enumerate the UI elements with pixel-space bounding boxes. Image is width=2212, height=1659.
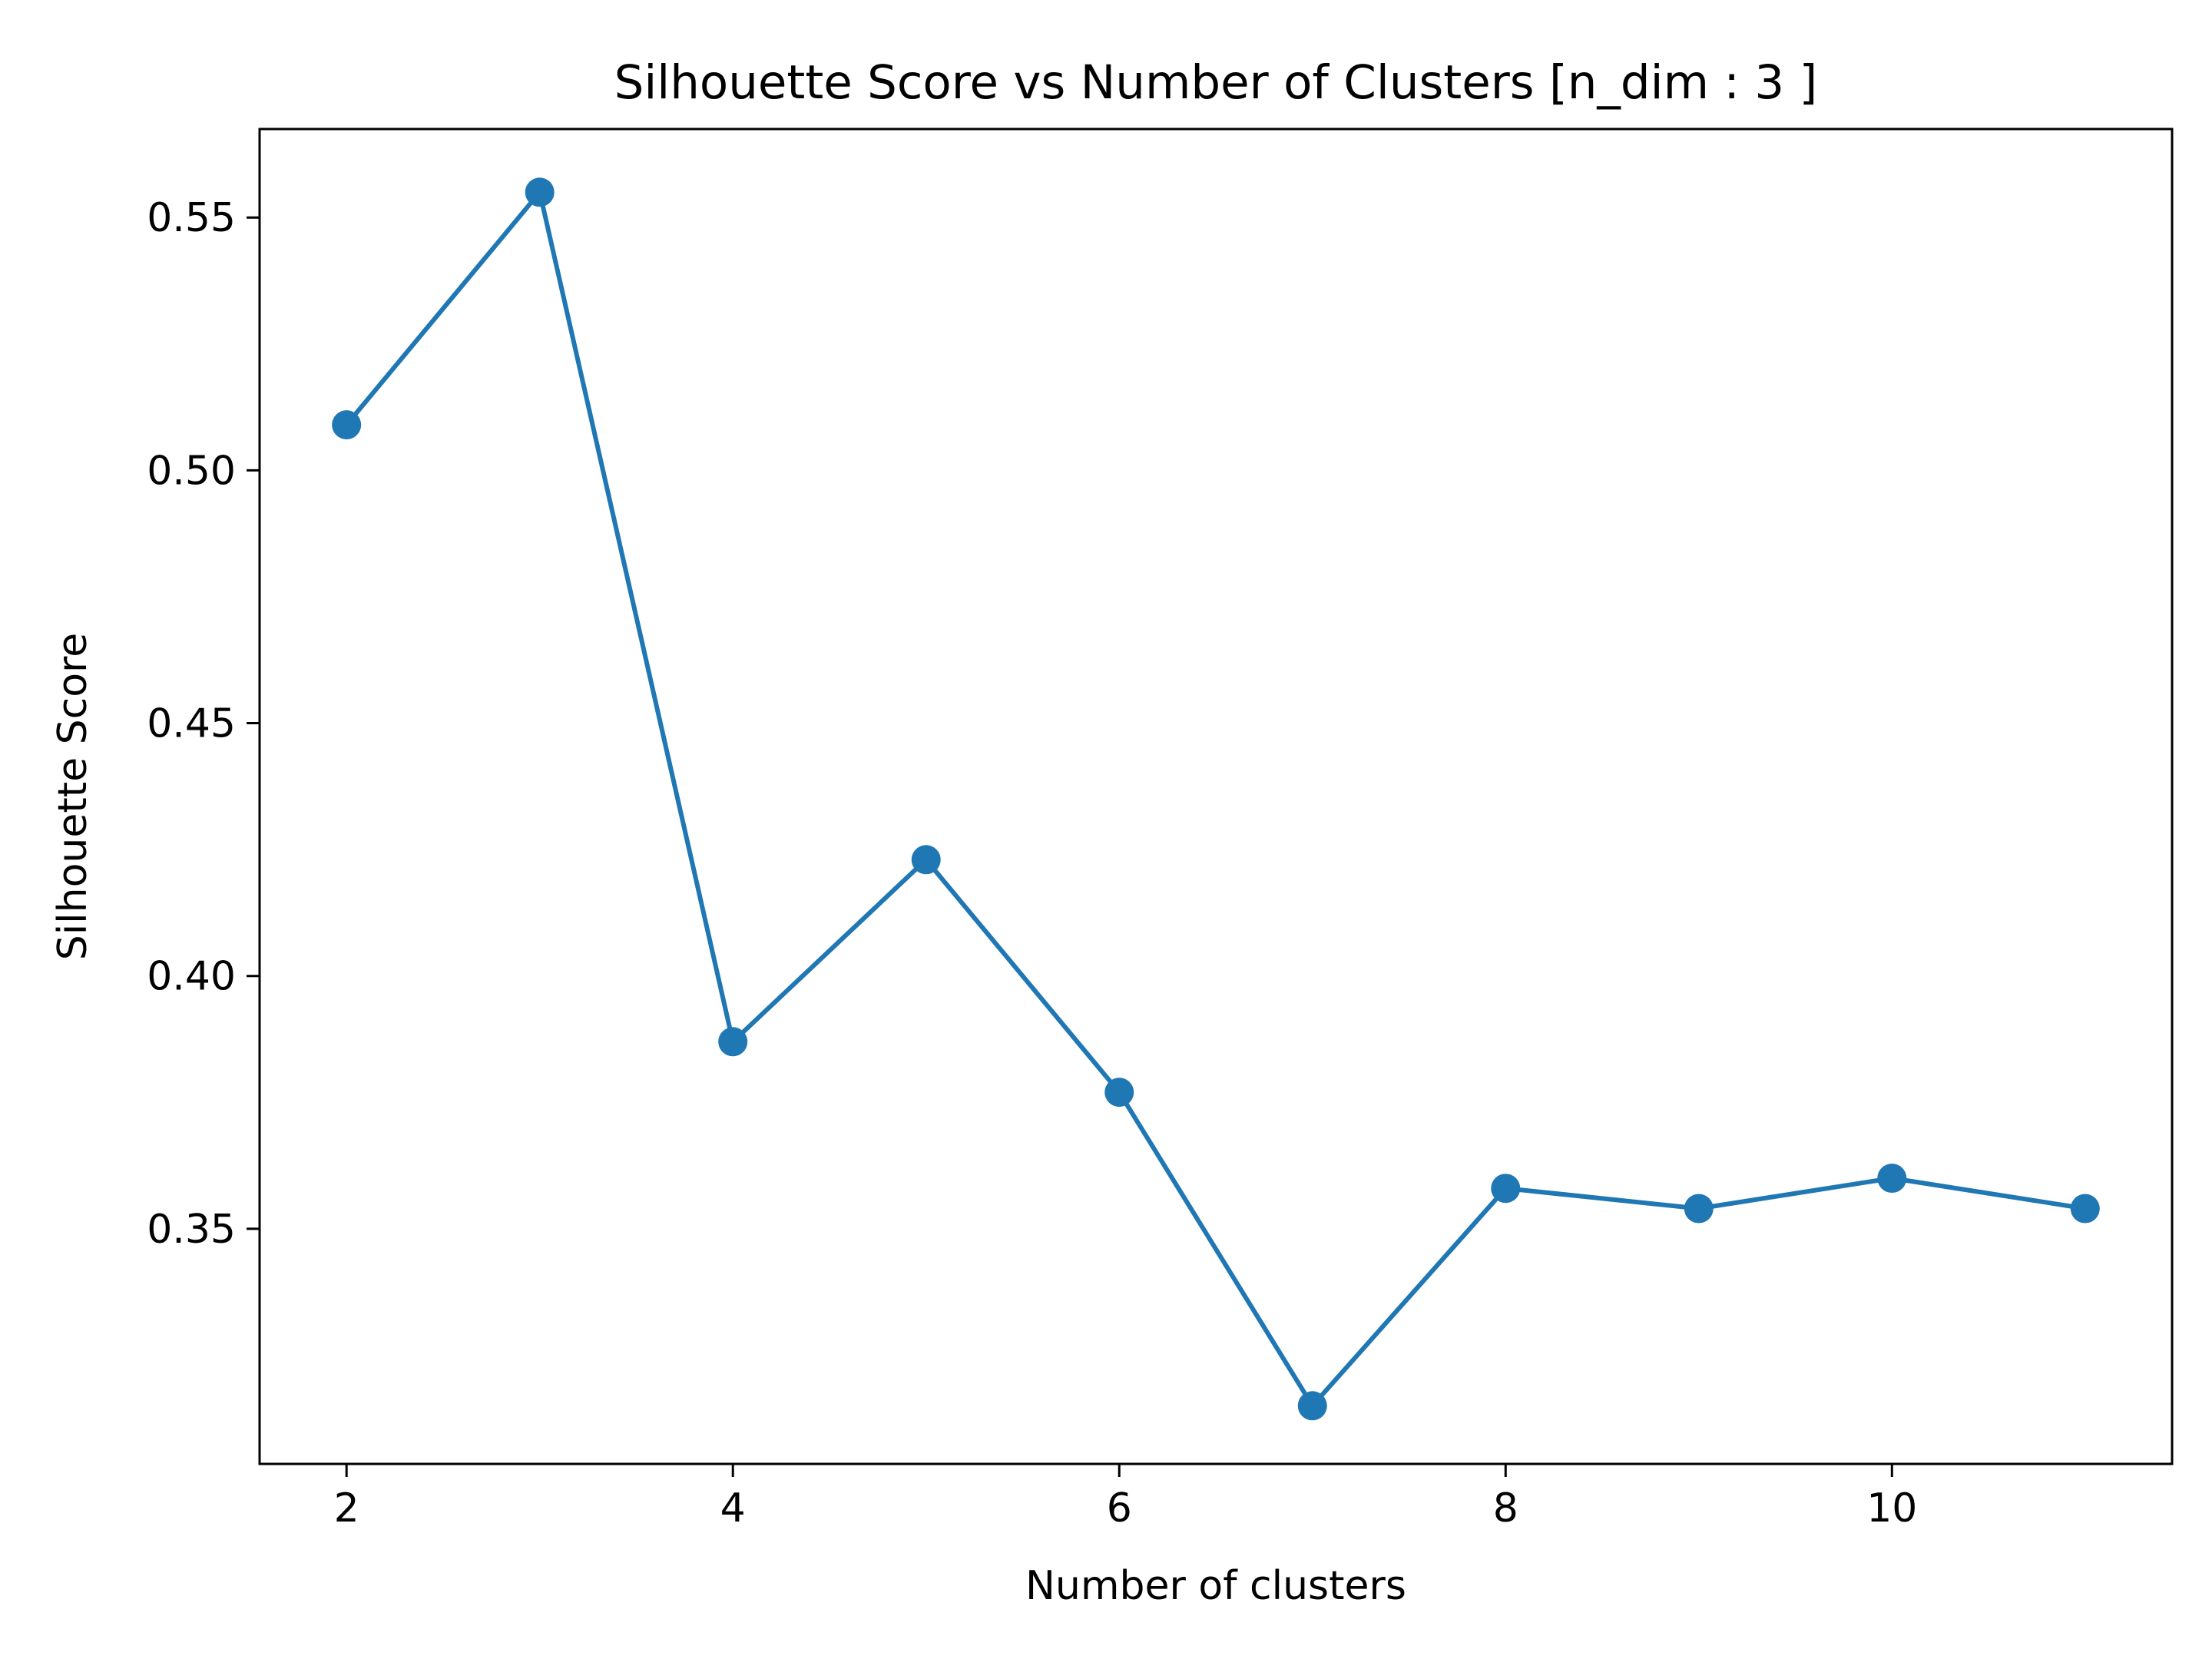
data-point-marker — [1684, 1194, 1714, 1224]
data-point-marker — [1297, 1391, 1327, 1421]
data-point-marker — [1877, 1164, 1907, 1194]
x-tick-label: 2 — [334, 1485, 359, 1532]
data-point-marker — [1104, 1078, 1134, 1108]
y-tick-label: 0.55 — [147, 195, 236, 241]
x-axis-ticks: 2 4 6 8 10 — [334, 1464, 1917, 1532]
x-tick-label: 8 — [1493, 1485, 1518, 1532]
x-tick-label: 4 — [720, 1485, 746, 1532]
data-point-marker — [1491, 1174, 1521, 1204]
x-axis-label: Number of clusters — [1025, 1563, 1406, 1609]
plot-background — [260, 129, 2172, 1464]
data-point-marker — [525, 177, 555, 207]
series-line — [344, 190, 2086, 1409]
plot-frame — [258, 127, 2174, 1465]
y-tick-label: 0.45 — [147, 701, 236, 747]
y-tick-label: 0.35 — [147, 1207, 236, 1253]
data-point-marker — [718, 1027, 748, 1057]
x-tick-label: 6 — [1107, 1485, 1132, 1532]
x-tick-label: 10 — [1866, 1485, 1917, 1532]
y-tick-label: 0.50 — [147, 448, 236, 494]
plot-area: 2 4 6 8 10 0.35 0.40 0.45 0.50 0.55 — [147, 127, 2174, 1532]
y-tick-label: 0.40 — [147, 954, 236, 1000]
chart-title: Silhouette Score vs Number of Clusters [… — [614, 55, 1818, 110]
y-axis-label: Silhouette Score — [50, 633, 96, 961]
data-point-marker — [2070, 1194, 2100, 1224]
series-layer — [332, 177, 2100, 1421]
y-axis-ticks: 0.35 0.40 0.45 0.50 0.55 — [147, 195, 260, 1253]
data-point-marker — [911, 845, 941, 875]
data-point-marker — [332, 410, 362, 440]
